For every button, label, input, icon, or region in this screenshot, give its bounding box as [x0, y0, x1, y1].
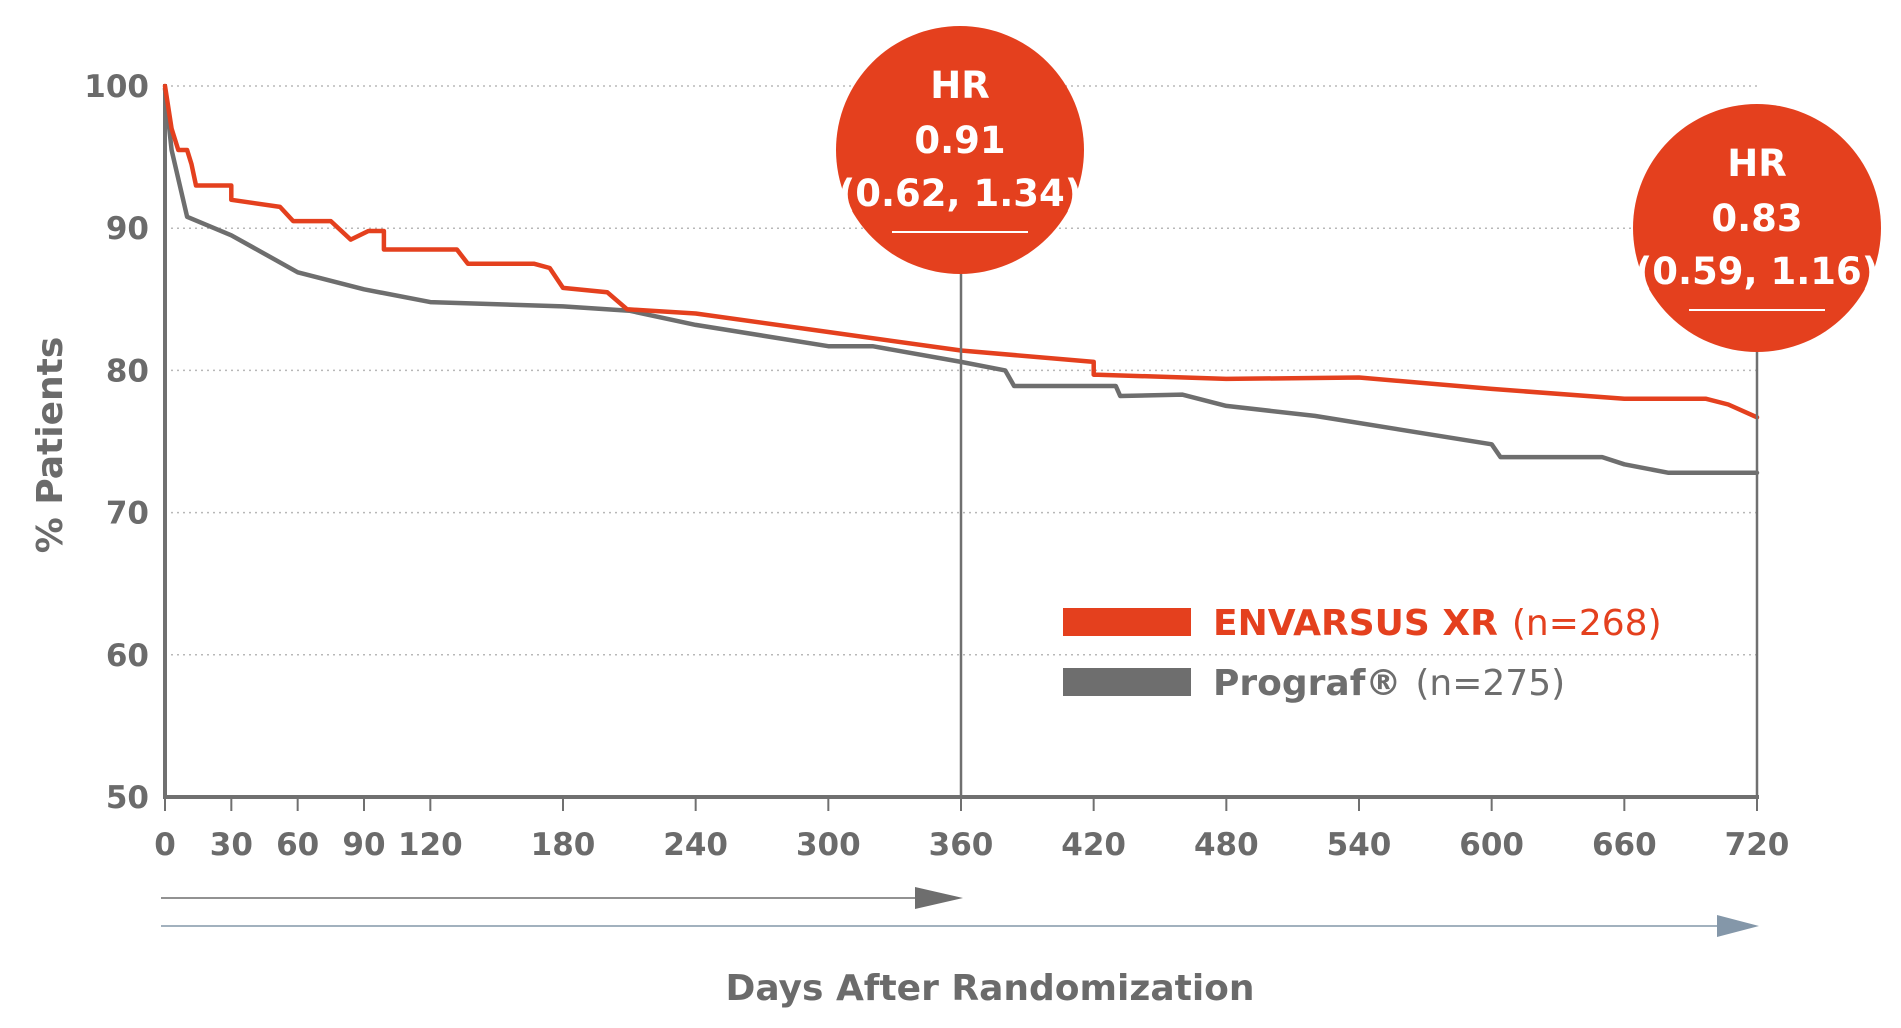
x-tick-label-540: 540 [1327, 827, 1392, 863]
y-tick-label-80: 80 [106, 353, 149, 389]
arrow-360-head [915, 887, 963, 909]
x-tick-label-720: 720 [1725, 827, 1790, 863]
x-tick-label-420: 420 [1061, 827, 1126, 863]
series-layer [162, 83, 1760, 476]
legend-n-envarsus-xr: (n=268) [1512, 603, 1662, 644]
legend-swatch-prograf [1063, 668, 1191, 696]
x-tick-label-120: 120 [398, 827, 463, 863]
y-axis-title: % Patients [30, 337, 71, 554]
x-tick-label-660: 660 [1592, 827, 1657, 863]
x-tick-label-300: 300 [796, 827, 861, 863]
legend-layer: ENVARSUS XR (n=268) Prograf® (n=275) [1063, 603, 1662, 704]
hr-value-360: 0.91 [914, 119, 1005, 162]
hr-circle-720 [1633, 104, 1881, 352]
grid-layer [165, 85, 1757, 656]
hr-value-720: 0.83 [1711, 197, 1802, 240]
hr-label-720: HR [1727, 142, 1786, 185]
x-tick-label-30: 30 [210, 827, 253, 863]
series-line-prograf [162, 86, 1760, 476]
arrow-720-head [1717, 915, 1759, 937]
x-tick-label-0: 0 [154, 827, 176, 863]
y-tick-label-100: 100 [84, 69, 149, 105]
hr-ci-720: (0.59, 1.16) [1635, 250, 1878, 293]
title-layer: % Patients Days After Randomization [30, 337, 1255, 1009]
y-tick-label-60: 60 [106, 638, 149, 674]
hr-label-360: HR [930, 64, 989, 107]
x-tick-label-360: 360 [929, 827, 994, 863]
y-tick-label-50: 50 [106, 780, 149, 816]
legend-n-prograf: (n=275) [1415, 663, 1565, 704]
legend-swatch-envarsus-xr [1063, 608, 1191, 636]
x-tick-label-180: 180 [531, 827, 596, 863]
x-tick-label-480: 480 [1194, 827, 1259, 863]
y-tick-label-90: 90 [106, 211, 149, 247]
hr-ci-360: (0.62, 1.34) [838, 172, 1081, 215]
series-line-envarsus-xr [162, 83, 1760, 420]
x-axis-title: Days After Randomization [725, 968, 1254, 1009]
legend-name-prograf: Prograf® [1213, 663, 1401, 704]
x-tick-label-60: 60 [276, 827, 319, 863]
x-tick-label-600: 600 [1459, 827, 1524, 863]
hr-circle-360 [836, 26, 1084, 274]
legend-name-envarsus-xr: ENVARSUS XR [1213, 603, 1498, 644]
x-tick-label-90: 90 [342, 827, 385, 863]
y-tick-label-70: 70 [106, 496, 149, 532]
annotation-layer: HR 0.91 (0.62, 1.34) HR 0.83 (0.59, 1.16) [836, 26, 1881, 797]
x-tick-label-240: 240 [663, 827, 728, 863]
